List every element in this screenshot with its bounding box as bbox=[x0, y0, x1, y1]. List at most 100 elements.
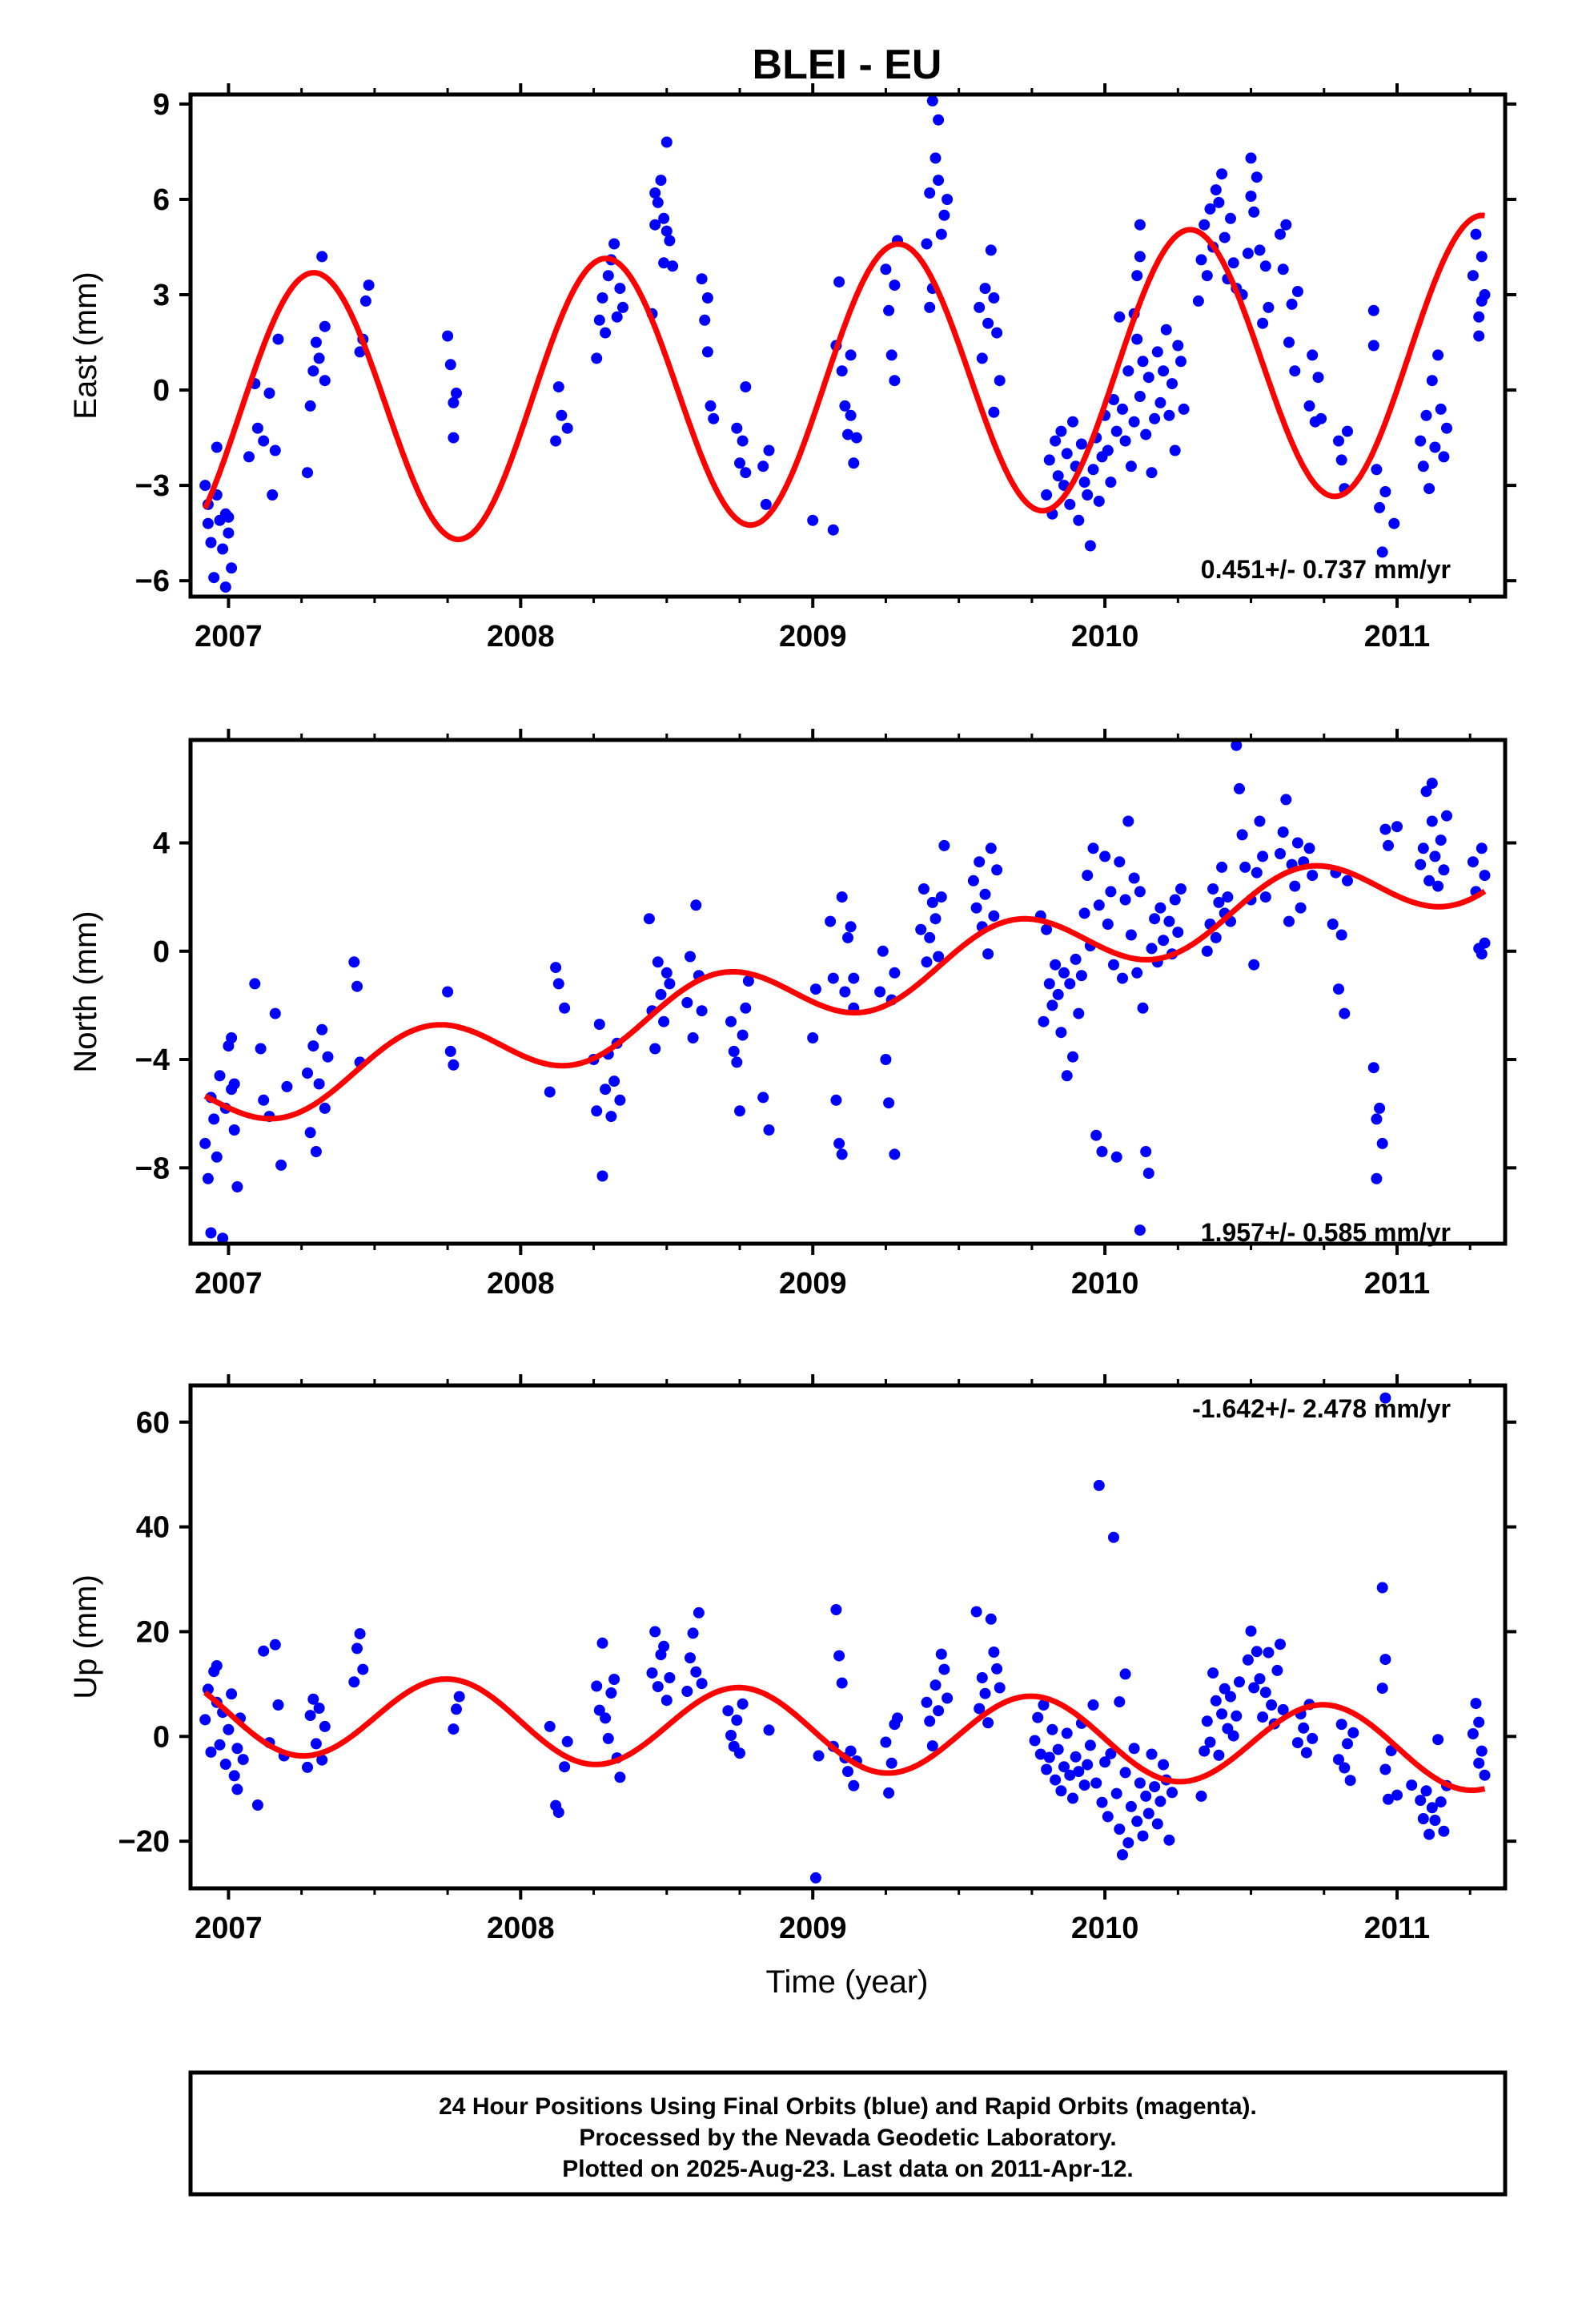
up-data-point bbox=[448, 1723, 460, 1735]
east-data-point bbox=[1102, 444, 1114, 456]
up-data-point bbox=[1207, 1667, 1219, 1679]
up-data-point bbox=[1234, 1676, 1245, 1688]
east-data-point bbox=[1110, 425, 1122, 437]
up-data-point bbox=[1300, 1747, 1312, 1759]
east-data-point bbox=[307, 365, 319, 377]
up-data-point bbox=[552, 1807, 564, 1819]
east-data-point bbox=[942, 194, 954, 205]
north-data-point bbox=[1110, 1151, 1122, 1163]
east-fit-line bbox=[203, 212, 1485, 543]
north-data-point bbox=[1102, 919, 1114, 930]
north-data-point bbox=[1175, 883, 1186, 895]
east-data-point bbox=[359, 295, 371, 307]
north-data-point bbox=[1257, 850, 1269, 862]
up-data-point bbox=[1084, 1739, 1096, 1751]
up-data-point bbox=[1339, 1762, 1351, 1774]
up-data-point bbox=[1271, 1664, 1283, 1676]
east-data-point bbox=[701, 292, 713, 304]
east-data-point bbox=[1087, 464, 1099, 476]
east-data-point bbox=[1432, 349, 1444, 361]
east-data-point bbox=[1303, 400, 1315, 412]
north-data-point bbox=[982, 948, 994, 960]
east-data-point bbox=[667, 260, 679, 272]
north-frame bbox=[188, 738, 1508, 1246]
north-data-point bbox=[974, 856, 986, 868]
east-data-point bbox=[561, 422, 573, 434]
north-data-point bbox=[1383, 839, 1394, 851]
north-data-point bbox=[591, 1105, 603, 1117]
east-data-point bbox=[845, 409, 857, 421]
up-data-point bbox=[1099, 1756, 1111, 1768]
north-data-point bbox=[836, 891, 848, 903]
north-data-point bbox=[1078, 907, 1090, 919]
north-data-point bbox=[1376, 1137, 1388, 1149]
east-data-point bbox=[310, 336, 322, 348]
east-data-point bbox=[596, 292, 608, 304]
up-data-point bbox=[892, 1712, 903, 1724]
east-data-point bbox=[1291, 286, 1303, 297]
east-data-point bbox=[763, 444, 775, 456]
east-data-point bbox=[1201, 270, 1213, 282]
up-data-point bbox=[658, 1640, 670, 1652]
north-data-point bbox=[1134, 1224, 1146, 1236]
north-data-point bbox=[1415, 858, 1427, 870]
up-data-point bbox=[1251, 1646, 1263, 1658]
up-y-tick-label: 0 bbox=[153, 1720, 170, 1754]
up-data-point bbox=[1201, 1715, 1213, 1727]
north-data-point bbox=[302, 1068, 313, 1079]
east-y-tick-label: 3 bbox=[153, 279, 170, 312]
east-data-point bbox=[924, 187, 936, 199]
up-data-point bbox=[652, 1681, 664, 1693]
east-data-point bbox=[661, 225, 673, 237]
north-data-point bbox=[1259, 891, 1271, 903]
east-data-point bbox=[223, 511, 235, 523]
up-data-point bbox=[1117, 1849, 1128, 1861]
east-data-point bbox=[705, 400, 717, 412]
east-data-point bbox=[985, 244, 997, 256]
up-data-point bbox=[1096, 1796, 1108, 1808]
east-data-point bbox=[1175, 356, 1186, 368]
north-data-point bbox=[1479, 870, 1491, 882]
north-data-point bbox=[205, 1227, 217, 1239]
east-data-point bbox=[699, 314, 711, 326]
up-data-point bbox=[1342, 1738, 1353, 1750]
up-data-point bbox=[251, 1799, 263, 1811]
north-data-point bbox=[1038, 1015, 1050, 1027]
north-data-point bbox=[1119, 894, 1131, 906]
east-data-point bbox=[1067, 416, 1078, 428]
east-data-point bbox=[1283, 336, 1295, 348]
north-data-point bbox=[1426, 815, 1438, 827]
north-data-point bbox=[985, 842, 997, 854]
up-data-point bbox=[1435, 1796, 1447, 1808]
north-y-tick-label: 4 bbox=[153, 827, 170, 861]
up-data-point bbox=[994, 1682, 1006, 1694]
east-data-point bbox=[658, 257, 670, 269]
east-data-point bbox=[1417, 460, 1429, 472]
up-data-point bbox=[1379, 1654, 1391, 1666]
up-data-point bbox=[693, 1606, 705, 1618]
east-data-point bbox=[1125, 460, 1137, 472]
up-data-point bbox=[231, 1743, 243, 1755]
north-data-point bbox=[319, 1102, 331, 1114]
east-data-point bbox=[448, 396, 460, 408]
east-data-point bbox=[243, 451, 255, 463]
up-data-point bbox=[935, 1648, 947, 1660]
east-data-point bbox=[1435, 403, 1447, 415]
up-data-point bbox=[302, 1761, 313, 1773]
north-data-point bbox=[1122, 815, 1134, 827]
east-data-point bbox=[1467, 270, 1479, 282]
east-data-point bbox=[661, 136, 673, 148]
north-y-tick-label: −4 bbox=[135, 1043, 170, 1077]
up-data-point bbox=[883, 1787, 895, 1799]
east-data-point bbox=[1213, 196, 1225, 208]
east-data-point bbox=[226, 562, 238, 574]
east-data-point bbox=[1055, 425, 1067, 437]
north-data-point bbox=[809, 983, 821, 995]
east-data-point bbox=[444, 359, 456, 371]
north-data-point bbox=[687, 1032, 699, 1043]
up-data-point bbox=[924, 1715, 936, 1727]
north-data-point bbox=[226, 1032, 238, 1043]
east-data-point bbox=[1423, 483, 1435, 495]
north-data-point bbox=[979, 888, 991, 900]
east-data-point bbox=[883, 304, 895, 316]
